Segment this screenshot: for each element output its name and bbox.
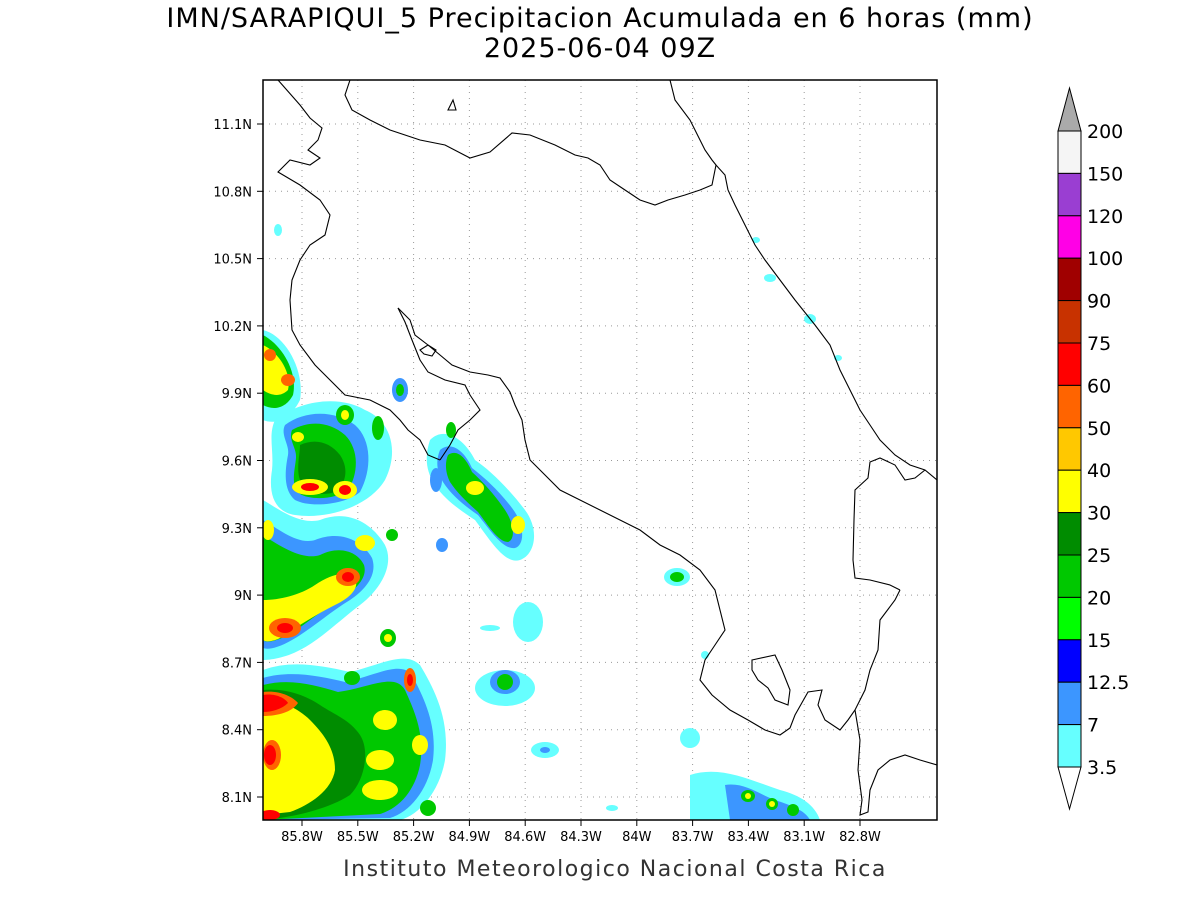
colorbar-swatch bbox=[1057, 596, 1082, 641]
colorbar-swatch bbox=[1057, 681, 1082, 726]
lat-tick-label: 9.3N bbox=[222, 522, 252, 537]
coastline-lake-shore bbox=[344, 80, 729, 206]
lat-tick-label: 10.5N bbox=[213, 253, 252, 268]
lon-tick-label: 85.5W bbox=[337, 830, 379, 845]
map-frame bbox=[262, 79, 938, 821]
lon-tick-label: 83.1W bbox=[783, 830, 825, 845]
coastline-nicaragua-lake bbox=[277, 80, 441, 461]
colorbar-swatch bbox=[1057, 384, 1082, 429]
colorbar-swatch bbox=[1057, 724, 1082, 768]
lon-tick-label: 85.8W bbox=[281, 830, 323, 845]
footer-credit: Instituto Meteorologico Nacional Costa R… bbox=[343, 857, 887, 882]
colorbar-label: 15 bbox=[1087, 630, 1111, 652]
colorbar-swatch bbox=[1057, 639, 1082, 683]
colorbar-label: 30 bbox=[1087, 503, 1111, 525]
rain-area-gulf bbox=[426, 422, 535, 561]
lon-tick-label: 84.9W bbox=[448, 830, 490, 845]
precipitation-field bbox=[263, 224, 842, 820]
coastline-pacific-nicoya bbox=[397, 307, 901, 736]
colorbar-swatch bbox=[1057, 300, 1082, 344]
lon-tick-label: 84.6W bbox=[504, 830, 546, 845]
rain-area-nicoya bbox=[270, 378, 408, 516]
colorbar-bottom-triangle bbox=[1057, 766, 1082, 811]
lat-tick-label: 8.1N bbox=[222, 791, 252, 806]
colorbar-top-triangle bbox=[1057, 86, 1082, 132]
colorbar-swatch bbox=[1057, 554, 1082, 598]
lon-tick-label: 83.7W bbox=[672, 830, 714, 845]
colorbar-swatch bbox=[1057, 257, 1082, 302]
colorbar-swatch bbox=[1057, 342, 1082, 386]
colorbar-label: 200 bbox=[1087, 121, 1123, 143]
colorbar-swatch bbox=[1057, 469, 1082, 514]
colorbar-label: 40 bbox=[1087, 460, 1111, 482]
colorbar-label: 50 bbox=[1087, 418, 1111, 440]
colorbar-swatch bbox=[1057, 427, 1082, 471]
colorbar-label: 60 bbox=[1087, 375, 1111, 397]
lon-tick-label: 84.3W bbox=[560, 830, 602, 845]
colorbar-label: 20 bbox=[1087, 587, 1111, 609]
coastlines bbox=[277, 80, 937, 816]
border-panama bbox=[852, 457, 926, 591]
lat-tick-label: 8.7N bbox=[222, 656, 252, 671]
lon-tick-label: 82.8W bbox=[839, 830, 881, 845]
rain-area-scattered bbox=[274, 224, 842, 820]
lon-tick-label: 85.2W bbox=[393, 830, 435, 845]
colorbar-label: 7 bbox=[1087, 715, 1099, 737]
lat-tick-label: 8.4N bbox=[222, 724, 252, 739]
colorbar-label: 12.5 bbox=[1087, 672, 1129, 694]
colorbar-swatch bbox=[1057, 215, 1082, 259]
colorbar-label: 75 bbox=[1087, 333, 1111, 355]
lat-tick-label: 9.6N bbox=[222, 455, 252, 470]
colorbar-label: 90 bbox=[1087, 291, 1111, 313]
colorbar-label: 120 bbox=[1087, 206, 1123, 228]
lat-tick-label: 10.2N bbox=[213, 320, 252, 335]
lat-tick-label: 11.1N bbox=[213, 118, 252, 133]
colorbar: 200 150 120 100 90 75 60 50 40 30 25 20 15 12.5 7 3.5 bbox=[1057, 86, 1129, 811]
colorbar-swatch bbox=[1057, 130, 1082, 174]
lat-tick-label: 10.8N bbox=[213, 185, 252, 200]
colorbar-label: 3.5 bbox=[1087, 757, 1117, 779]
coastline-burica bbox=[854, 709, 937, 816]
rain-area-osa bbox=[263, 658, 446, 820]
map-title: IMN/SARAPIQUI_5 Precipitacion Acumulada … bbox=[166, 3, 1034, 34]
island-small-1 bbox=[419, 344, 437, 357]
lat-tick-label: 9.9N bbox=[222, 387, 252, 402]
colorbar-label: 100 bbox=[1087, 248, 1123, 270]
coastline-gulf-inner bbox=[397, 307, 481, 461]
colorbar-swatch bbox=[1057, 512, 1082, 556]
lon-tick-label: 83.4W bbox=[727, 830, 769, 845]
island-small-2 bbox=[447, 98, 457, 111]
rain-area-northwest bbox=[263, 330, 301, 422]
lon-tick-label: 84W bbox=[622, 830, 652, 845]
latitude-axis: 11.1N 10.8N 10.5N 10.2N 9.9N 9.6N 9.3N 9N 8.7N 8.… bbox=[213, 118, 263, 806]
longitude-axis: 85.8W 85.5W 85.2W 84.9W 84.6W 84.3W 84W 83.7W 83… bbox=[281, 820, 881, 845]
colorbar-swatch bbox=[1057, 172, 1082, 217]
coastline-caribbean bbox=[669, 80, 937, 481]
rain-area-south-peninsula bbox=[263, 500, 448, 660]
grid-lines bbox=[263, 80, 937, 820]
map-datetime: 2025-06-04 09Z bbox=[483, 33, 717, 64]
colorbar-label: 150 bbox=[1087, 163, 1123, 185]
coastline-osa-golfito bbox=[751, 654, 791, 706]
lat-tick-label: 9N bbox=[234, 589, 252, 604]
colorbar-label: 25 bbox=[1087, 545, 1111, 567]
